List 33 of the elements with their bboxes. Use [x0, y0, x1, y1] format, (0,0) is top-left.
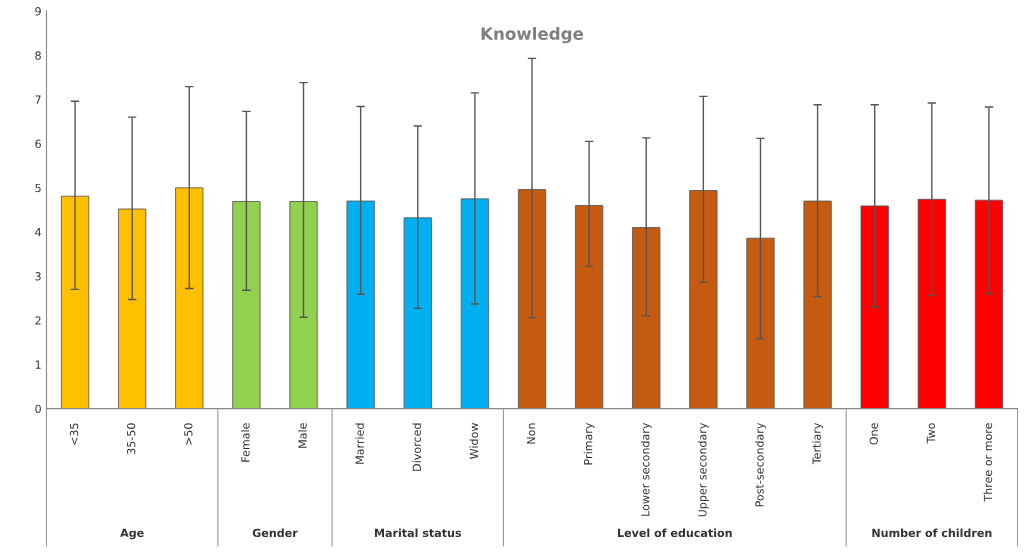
text: Level of education [618, 528, 732, 538]
x-tick-label: Lower secondary [640, 422, 652, 516]
x-tick-label: >50 [184, 423, 193, 445]
text: Age [120, 528, 144, 540]
y-tick-label: 9 [35, 7, 41, 16]
y-tick-label: 7 [35, 95, 41, 104]
x-tick-label: Tertiary [812, 422, 823, 465]
y-tick-label: 3 [35, 272, 41, 281]
x-tick-label: Divorced [412, 423, 421, 471]
y-tick-label: 0 [35, 404, 41, 414]
x-tick-label: Widow [469, 423, 479, 459]
y-tick-label: 1 [35, 360, 41, 369]
x-tick-label: 35-50 [126, 423, 136, 454]
y-tick-label: 5 [35, 183, 41, 193]
text: Number of children [872, 528, 992, 538]
x-tick-label: Non [526, 423, 536, 444]
x-tick-label: Married [355, 423, 364, 464]
x-tick-label: One [869, 423, 878, 445]
x-tick-label: <35 [69, 423, 79, 445]
y-tick-label: 4 [35, 228, 41, 237]
x-tick-label: Male [298, 423, 307, 448]
x-tick-label: Female [241, 423, 250, 462]
text: Knowledge [481, 27, 584, 44]
x-tick-label: Post-secondary [755, 422, 766, 507]
y-tick-label: 8 [35, 51, 41, 60]
x-tick-label: Upper secondary [697, 422, 709, 517]
x-tick-label: Primary [583, 422, 595, 465]
text: Gender [252, 528, 298, 538]
text: Marital status [374, 528, 462, 538]
y-tick-label: 6 [35, 139, 41, 149]
x-tick-label: Two [926, 423, 936, 444]
y-tick-label: 2 [35, 316, 41, 325]
x-tick-label: Three or more [983, 423, 993, 502]
